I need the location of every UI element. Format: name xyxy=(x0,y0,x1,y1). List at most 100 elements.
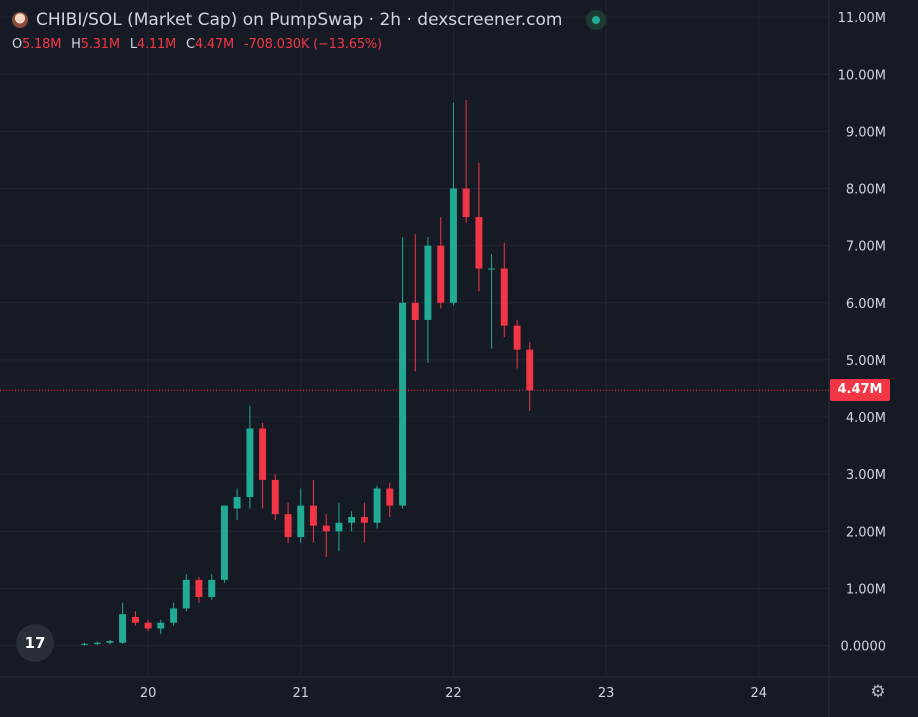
candle[interactable] xyxy=(157,619,165,635)
gear-icon[interactable]: ⚙ xyxy=(870,682,886,702)
candle[interactable] xyxy=(488,254,496,349)
candle[interactable] xyxy=(271,474,279,520)
candle-body xyxy=(182,579,190,609)
candle[interactable] xyxy=(259,422,267,509)
y-tick-label: 5.00M xyxy=(846,354,886,369)
grid-lines xyxy=(0,0,829,677)
candle[interactable] xyxy=(322,514,330,558)
close-value: 4.47M xyxy=(194,37,235,52)
y-tick-label: 4.00M xyxy=(846,411,886,426)
x-tick-label: 20 xyxy=(140,686,157,701)
candle-body xyxy=(271,479,279,515)
x-tick-label: 21 xyxy=(292,686,309,701)
candle[interactable] xyxy=(437,217,445,309)
y-tick-label: 11.00M xyxy=(838,11,886,26)
open-value: 5.18M xyxy=(22,37,62,52)
candle-body xyxy=(449,188,457,303)
candle-body xyxy=(80,643,88,645)
candle[interactable] xyxy=(449,102,457,306)
chart-title: CHIBI/SOL (Market Cap) on PumpSwap · 2h … xyxy=(36,10,563,30)
low-value: 4.11M xyxy=(136,37,177,52)
candle[interactable] xyxy=(119,602,127,644)
candle-body xyxy=(373,488,381,523)
time-axis[interactable]: 20 21 22 23 24 xyxy=(140,686,767,701)
candle[interactable] xyxy=(513,319,521,369)
candle[interactable] xyxy=(500,242,508,338)
candle[interactable] xyxy=(93,641,101,646)
candle-body xyxy=(144,622,152,629)
candle[interactable] xyxy=(309,479,317,543)
candle-body xyxy=(208,579,216,598)
candle[interactable] xyxy=(80,642,88,646)
change-value: -708.030K (−13.65%) xyxy=(244,37,382,52)
candle[interactable] xyxy=(335,502,343,552)
y-tick-label: 8.00M xyxy=(846,183,886,198)
candle-body xyxy=(411,302,419,320)
candle[interactable] xyxy=(399,237,407,509)
candle-body xyxy=(284,514,292,538)
candle-body xyxy=(246,428,254,498)
y-tick-label: 9.00M xyxy=(846,125,886,140)
candle-body xyxy=(437,245,445,303)
candle[interactable] xyxy=(131,611,139,626)
y-tick-label: 3.00M xyxy=(846,468,886,483)
candle[interactable] xyxy=(348,511,356,532)
candle[interactable] xyxy=(144,619,152,632)
chart-legend: CHIBI/SOL (Market Cap) on PumpSwap · 2h … xyxy=(12,10,607,30)
x-tick-label: 22 xyxy=(445,686,462,701)
x-tick-label: 23 xyxy=(598,686,615,701)
candle-body xyxy=(348,517,356,523)
candle[interactable] xyxy=(195,577,203,603)
y-tick-label: 7.00M xyxy=(846,240,886,255)
candle[interactable] xyxy=(373,485,381,529)
candle-body xyxy=(233,497,241,509)
live-dot-icon[interactable] xyxy=(586,10,607,30)
candle[interactable] xyxy=(462,99,470,223)
candle-body xyxy=(513,325,521,350)
open-label: O xyxy=(12,37,23,52)
candle[interactable] xyxy=(284,502,292,543)
candle[interactable] xyxy=(475,162,483,292)
candle[interactable] xyxy=(170,602,178,626)
candle[interactable] xyxy=(208,574,216,600)
tradingview-logo-icon[interactable]: 17 xyxy=(16,624,54,662)
candle[interactable] xyxy=(360,502,368,543)
candle-body xyxy=(475,217,483,269)
candle[interactable] xyxy=(386,482,394,518)
candle-body xyxy=(424,245,432,320)
current-price-tag: 4.47M xyxy=(830,379,890,402)
candle[interactable] xyxy=(182,574,190,612)
candle-body xyxy=(170,608,178,623)
candle[interactable] xyxy=(526,342,534,411)
candle-body xyxy=(309,505,317,526)
candle[interactable] xyxy=(297,488,305,543)
price-axis[interactable]: 0.0000 1.00M 2.00M 3.00M 4.00M 5.00M 6.00M 7.00… xyxy=(838,11,886,654)
candle-body xyxy=(220,505,228,580)
candle[interactable] xyxy=(411,234,419,372)
candle[interactable] xyxy=(233,488,241,520)
candle-body xyxy=(93,642,101,644)
candle-body xyxy=(195,579,203,598)
candle-body xyxy=(157,622,165,629)
candle-body xyxy=(399,302,407,506)
candle-body xyxy=(259,428,267,480)
candle[interactable] xyxy=(246,405,254,509)
candle-body xyxy=(488,268,496,270)
candle-body xyxy=(500,268,508,326)
candles xyxy=(80,99,534,646)
candle[interactable] xyxy=(424,237,432,363)
y-tick-label: 1.00M xyxy=(846,582,886,597)
candle-body xyxy=(106,641,114,643)
ohlc-readout: O5.18M H5.31M L4.11M C4.47M -708.030K (−… xyxy=(12,37,388,52)
candle-body xyxy=(386,488,394,506)
candle-body xyxy=(335,522,343,532)
candle-body xyxy=(526,349,534,391)
y-tick-label: 6.00M xyxy=(846,297,886,312)
candle[interactable] xyxy=(220,505,228,583)
candle-body xyxy=(131,617,139,623)
candle-body xyxy=(462,188,470,218)
y-tick-label: 0.0000 xyxy=(841,640,887,655)
candle[interactable] xyxy=(106,639,114,645)
candle-body xyxy=(322,525,330,532)
